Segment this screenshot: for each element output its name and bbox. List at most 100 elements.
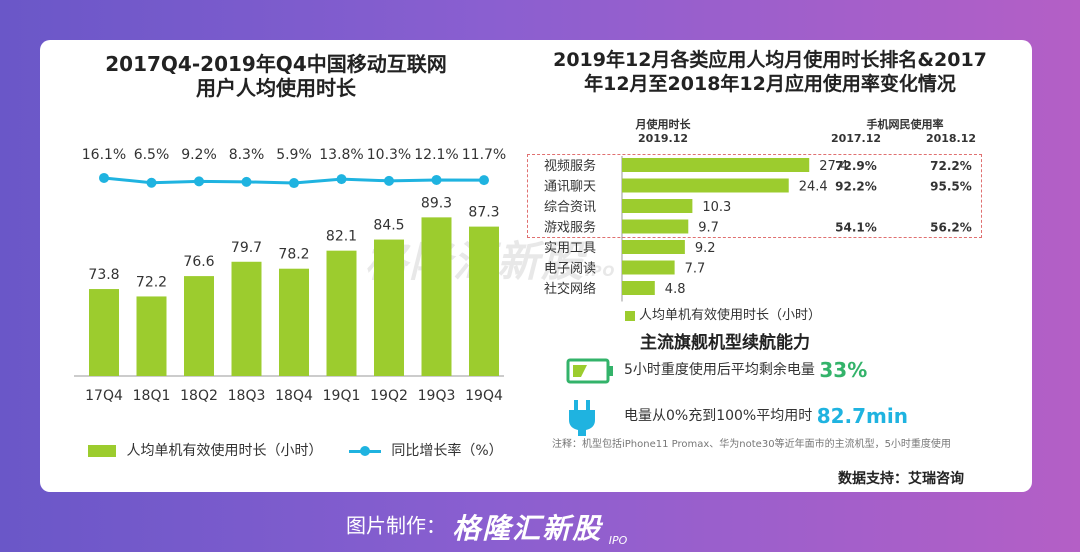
category-label: 视频服务 <box>544 158 596 174</box>
header-monthly-usage-line1: 月使用时长 <box>635 118 691 131</box>
bar-18Q2 <box>184 276 214 376</box>
growth-label: 16.1% <box>82 147 126 163</box>
hbar-实用工具 <box>622 240 685 254</box>
growth-label: 6.5% <box>134 147 170 163</box>
growth-point <box>384 175 394 186</box>
growth-label: 8.3% <box>229 147 265 163</box>
battery-icon <box>566 358 613 384</box>
growth-point <box>431 174 442 185</box>
hbar-通讯聊天 <box>622 178 789 193</box>
left-title-line2: 用户人均使用时长 <box>196 76 356 100</box>
growth-label: 10.3% <box>367 147 411 163</box>
hbar-电子阅读 <box>622 260 675 275</box>
bar-19Q2 <box>374 239 404 376</box>
left-chart-title: 2017Q4-2019年Q4中国移动互联网 用户人均使用时长 <box>70 52 482 100</box>
usage-rate-2017: 92.2% <box>835 180 877 194</box>
charts-canvas: 73.8 17Q4 72.2 18Q1 76.6 18Q2 79.7 18Q3 78.2 18Q4… <box>74 147 972 436</box>
usage-rate-2017: 72.9% <box>835 159 877 173</box>
battery-stat: 5小时重度使用后平均剩余电量 33% <box>624 358 867 382</box>
x-tick-label: 18Q1 <box>133 388 171 404</box>
growth-point <box>241 176 252 187</box>
bar-value-label: 82.1 <box>326 229 357 245</box>
right-title-line2: 年12月至2018年12月应用使用率变化情况 <box>584 73 956 95</box>
growth-label: 5.9% <box>276 147 312 163</box>
charge-stat-value: 82.7min <box>816 404 908 428</box>
footnote: 注释：机型包括iPhone11 Promax、华为note30等近年面市的主流机… <box>552 439 951 450</box>
x-tick-label: 19Q4 <box>465 388 503 404</box>
growth-point <box>479 175 489 186</box>
growth-label: 11.7% <box>462 147 506 163</box>
bar-19Q4 <box>469 226 499 376</box>
category-label: 实用工具 <box>544 241 596 256</box>
right-legend-swatch <box>625 310 635 321</box>
line-legend-label: 同比增长率（%） <box>391 443 503 459</box>
hbar-综合资讯 <box>622 199 693 213</box>
right-title-line1: 2019年12月各类应用人均月使用时长排名&2017 <box>553 49 987 71</box>
hbar-游戏服务 <box>622 219 689 234</box>
left-chart-legend: 人均单机有效使用时长（小时） 同比增长率（%） <box>88 440 508 460</box>
hbar-value-label: 7.7 <box>685 262 706 277</box>
battery-section-title: 主流旗舰机型续航能力 <box>640 333 810 353</box>
category-label: 社交网络 <box>544 281 596 297</box>
charge-stat-text: 电量从0%充到100%平均用时 <box>624 408 813 424</box>
bar-17Q4 <box>89 289 119 376</box>
header-usage-rate-2018: 2018.12 <box>925 132 977 145</box>
x-tick-label: 17Q4 <box>85 388 123 404</box>
bar-19Q1 <box>326 250 357 376</box>
header-monthly-usage-line2: 2019.12 <box>637 132 689 145</box>
left-bar-group: 73.8 17Q4 72.2 18Q1 76.6 18Q2 79.7 18Q3 78.2 18Q4… <box>85 195 503 404</box>
bar-value-label: 78.2 <box>278 247 309 263</box>
bar-19Q3 <box>421 217 452 376</box>
usage-rate-2017: 54.1% <box>835 221 877 235</box>
hbar-value-label: 24.4 <box>799 180 828 195</box>
hbar-社交网络 <box>622 281 655 295</box>
charge-stat: 电量从0%充到100%平均用时 82.7min <box>624 404 908 428</box>
left-title-line1: 2017Q4-2019年Q4中国移动互联网 <box>105 52 447 76</box>
category-label: 通讯聊天 <box>544 180 596 195</box>
plug-icon <box>569 400 595 436</box>
category-label: 电子阅读 <box>544 262 596 277</box>
bar-18Q4 <box>279 268 309 376</box>
bar-18Q1 <box>136 296 167 376</box>
bar-value-label: 89.3 <box>421 195 452 211</box>
bar-18Q3 <box>231 261 262 376</box>
line-legend-swatch <box>348 445 381 457</box>
category-label: 游戏服务 <box>544 220 596 236</box>
hbar-value-label: 4.8 <box>665 282 686 297</box>
footer-suffix: IPO <box>608 534 628 547</box>
growth-point <box>99 172 109 183</box>
footer-label: 图片制作： <box>346 513 446 538</box>
x-tick-label: 18Q3 <box>228 388 266 404</box>
right-bar-group: 视频服务 27.472.9% 72.2% 通讯聊天 24.4 92.2% 95.5% 综合资讯… <box>544 156 972 302</box>
report-card: 2017Q4-2019年Q4中国移动互联网 用户人均使用时长 2019年12月各… <box>40 40 1032 492</box>
growth-point <box>336 174 347 185</box>
watermark-suffix: IPO <box>585 264 616 280</box>
usage-rate-2018: 72.2% <box>930 159 972 173</box>
right-legend-label: 人均单机有效使用时长（小时） <box>639 308 822 323</box>
left-line-group: 16.1% 6.5% 9.2% 8.3% 5.9% 13.8% 10.3% 12.1% 11.7… <box>82 147 506 189</box>
bar-value-label: 73.8 <box>88 267 119 283</box>
bar-value-label: 79.7 <box>231 240 262 256</box>
x-tick-label: 19Q3 <box>418 388 456 404</box>
battery-stat-value: 33% <box>819 358 868 382</box>
header-usage-rate: 手机网民使用率 <box>866 118 944 131</box>
header-usage-rate-2017: 2017.12 <box>830 132 882 145</box>
growth-label: 13.8% <box>319 147 363 163</box>
bar-value-label: 72.2 <box>136 274 167 290</box>
bar-legend-label: 人均单机有效使用时长（小时） <box>126 443 323 459</box>
bar-value-label: 76.6 <box>183 254 214 270</box>
hbar-value-label: 9.2 <box>695 241 716 256</box>
growth-point <box>289 178 299 189</box>
hbar-value-label: 27.4 <box>819 159 848 174</box>
x-tick-label: 18Q4 <box>275 388 313 404</box>
growth-point <box>146 177 157 188</box>
battery-stat-text: 5小时重度使用后平均剩余电量 <box>624 362 815 378</box>
growth-label: 12.1% <box>414 147 458 163</box>
right-chart-title: 2019年12月各类应用人均月使用时长排名&2017 年12月至2018年12月… <box>515 48 1025 96</box>
usage-rate-2018: 95.5% <box>930 180 972 194</box>
hbar-视频服务 <box>622 158 810 172</box>
right-chart-legend: 人均单机有效使用时长（小时） <box>625 304 821 323</box>
usage-rate-2018: 56.2% <box>930 221 972 235</box>
footer-brand: 格隆汇新股 <box>452 512 603 545</box>
growth-point <box>194 176 204 187</box>
